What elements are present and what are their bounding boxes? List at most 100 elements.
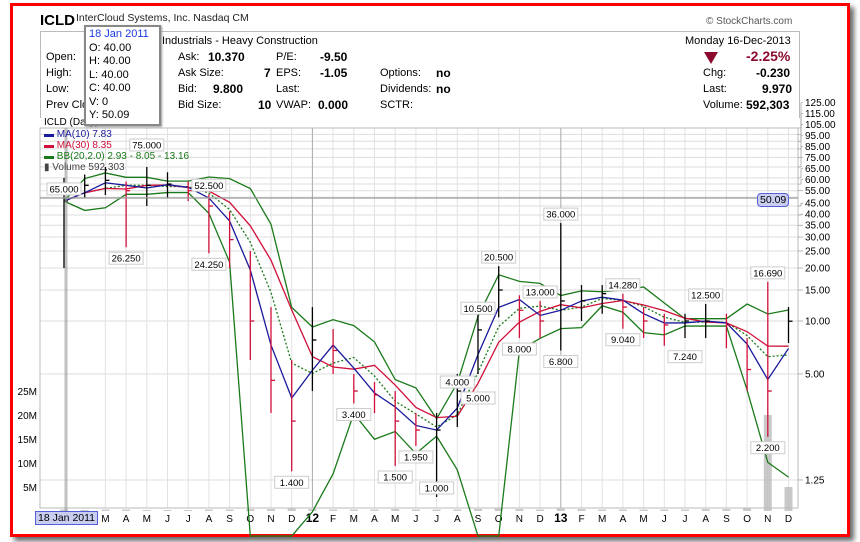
open-label: Open: (46, 51, 76, 63)
y-tick-leader (798, 124, 803, 142)
price-annotation: 26.250 (112, 254, 141, 265)
price-annotation-box (605, 278, 641, 292)
y-tick-label: 45.00 (805, 199, 830, 210)
volume-bar (204, 509, 213, 511)
volume-bar (743, 508, 752, 511)
volume-bar (308, 509, 317, 511)
y-tick-label: 5.00 (805, 369, 825, 380)
last-label-mid: Last: (276, 83, 300, 95)
price-annotation: 8.000 (508, 345, 532, 356)
quote-date: Monday 16-Dec-2013 (685, 35, 791, 47)
down-arrow-icon (704, 52, 718, 64)
y-tick-label: 125.00 (805, 98, 836, 109)
ask-label: Ask: (178, 51, 200, 63)
volume-bar (618, 509, 627, 511)
tooltip-close: C: 40.00 (89, 82, 131, 94)
y-tick-label: 55.00 (805, 186, 830, 197)
x-tick-label: J (165, 514, 170, 525)
price-annotation: 9.040 (611, 335, 635, 346)
industry: Industrials - Heavy Construction (162, 35, 318, 47)
bollinger-upper-line (63, 172, 789, 420)
y-tick-leader (798, 135, 803, 150)
bid-label: Bid: (178, 83, 197, 95)
volume-bar (391, 509, 400, 511)
x-tick-label: A (206, 514, 213, 525)
y-tick-leader (798, 102, 803, 129)
price-annotation: 1.400 (280, 478, 304, 489)
price-annotation-box (191, 257, 227, 271)
bid-size-label: Bid Size: (178, 99, 222, 111)
last-value: 9.970 (762, 82, 793, 96)
price-annotation: 65.000 (49, 184, 78, 195)
x-tick-label: M (101, 514, 109, 525)
quote-panel (40, 31, 800, 118)
price-annotation: 24.250 (194, 260, 223, 271)
y-tick-label: 95.00 (805, 131, 830, 142)
bid-value: 9.800 (213, 82, 244, 96)
y-tick-leader (798, 157, 803, 168)
volume-bar (701, 509, 710, 511)
last-label: Last: (703, 83, 727, 95)
y-tick-label: 105.00 (805, 120, 836, 131)
volume-bar (577, 509, 586, 511)
ma10-line (63, 182, 790, 431)
plot-area (39, 127, 799, 509)
y-tick-leader (798, 113, 803, 135)
y-tick-leader (798, 202, 803, 207)
x-tick-label: O (495, 514, 503, 525)
x-tick-label: N (764, 514, 771, 525)
legend-ma30: ▬ MA(30) 8.35 (44, 140, 112, 151)
volume-bar (287, 508, 296, 511)
tooltip-volume: V: 0 (89, 95, 109, 108)
y-tick-label: 25.00 (805, 246, 830, 257)
eps-value: -1.05 (320, 66, 348, 80)
tooltip-date: 18 Jan 2011 (89, 28, 149, 40)
x-tick-label: F (330, 514, 336, 525)
y-tick-label: 20.00 (805, 264, 830, 275)
x-tick-label: M (391, 514, 399, 525)
volume-bar (349, 509, 358, 511)
price-annotation-box (688, 288, 724, 302)
price-annotation-box (274, 475, 310, 489)
volume-tick-label: 10M (18, 459, 37, 470)
volume-tick-label: 20M (18, 411, 37, 422)
volume-bar (784, 487, 793, 511)
legend-ma10-text: MA(10) 7.83 (56, 129, 112, 140)
volume-bar (329, 509, 338, 511)
tooltip-open: O: 40.00 (89, 41, 132, 54)
dividends-value: no (436, 82, 451, 96)
copyright: © StockCharts.com (706, 16, 793, 27)
volume-tick-label: 15M (18, 435, 37, 446)
sctr-label: SCTR: (380, 99, 413, 111)
y-tick-label: 115.00 (805, 109, 835, 120)
x-tick-label: M (350, 514, 358, 525)
price-annotation: 2.200 (756, 443, 780, 454)
price-annotation: 20.500 (484, 253, 513, 264)
volume-bar (60, 509, 68, 511)
dividends-label: Dividends: (380, 83, 432, 95)
x-tick-label: M (639, 514, 647, 525)
volume-bar (494, 508, 503, 511)
x-tick-label: O (743, 514, 751, 525)
options-value: no (436, 66, 451, 80)
legend-ma10: ▬ MA(10) 7.83 (44, 129, 112, 140)
price-annotation-box (750, 441, 786, 455)
y-tick-label: 30.00 (805, 233, 830, 244)
tooltip-low: L: 40.00 (89, 68, 129, 81)
price-annotation-box (439, 375, 475, 389)
x-tick-label: S (723, 514, 730, 525)
volume-bar (80, 510, 89, 511)
y-tick-label: 1.25 (805, 475, 825, 486)
pe-label: P/E: (276, 51, 297, 63)
price-annotation: 5.000 (466, 393, 490, 404)
y-tick-leader (798, 179, 803, 185)
volume-bar (722, 509, 731, 511)
price-annotation-box (377, 470, 413, 484)
volume-bar (370, 509, 379, 511)
volume-bar (515, 509, 524, 511)
price-annotation-box (46, 182, 82, 196)
price-annotation: 3.400 (342, 410, 366, 421)
price-annotation: 1.950 (404, 452, 428, 463)
volume-bar (453, 509, 462, 511)
